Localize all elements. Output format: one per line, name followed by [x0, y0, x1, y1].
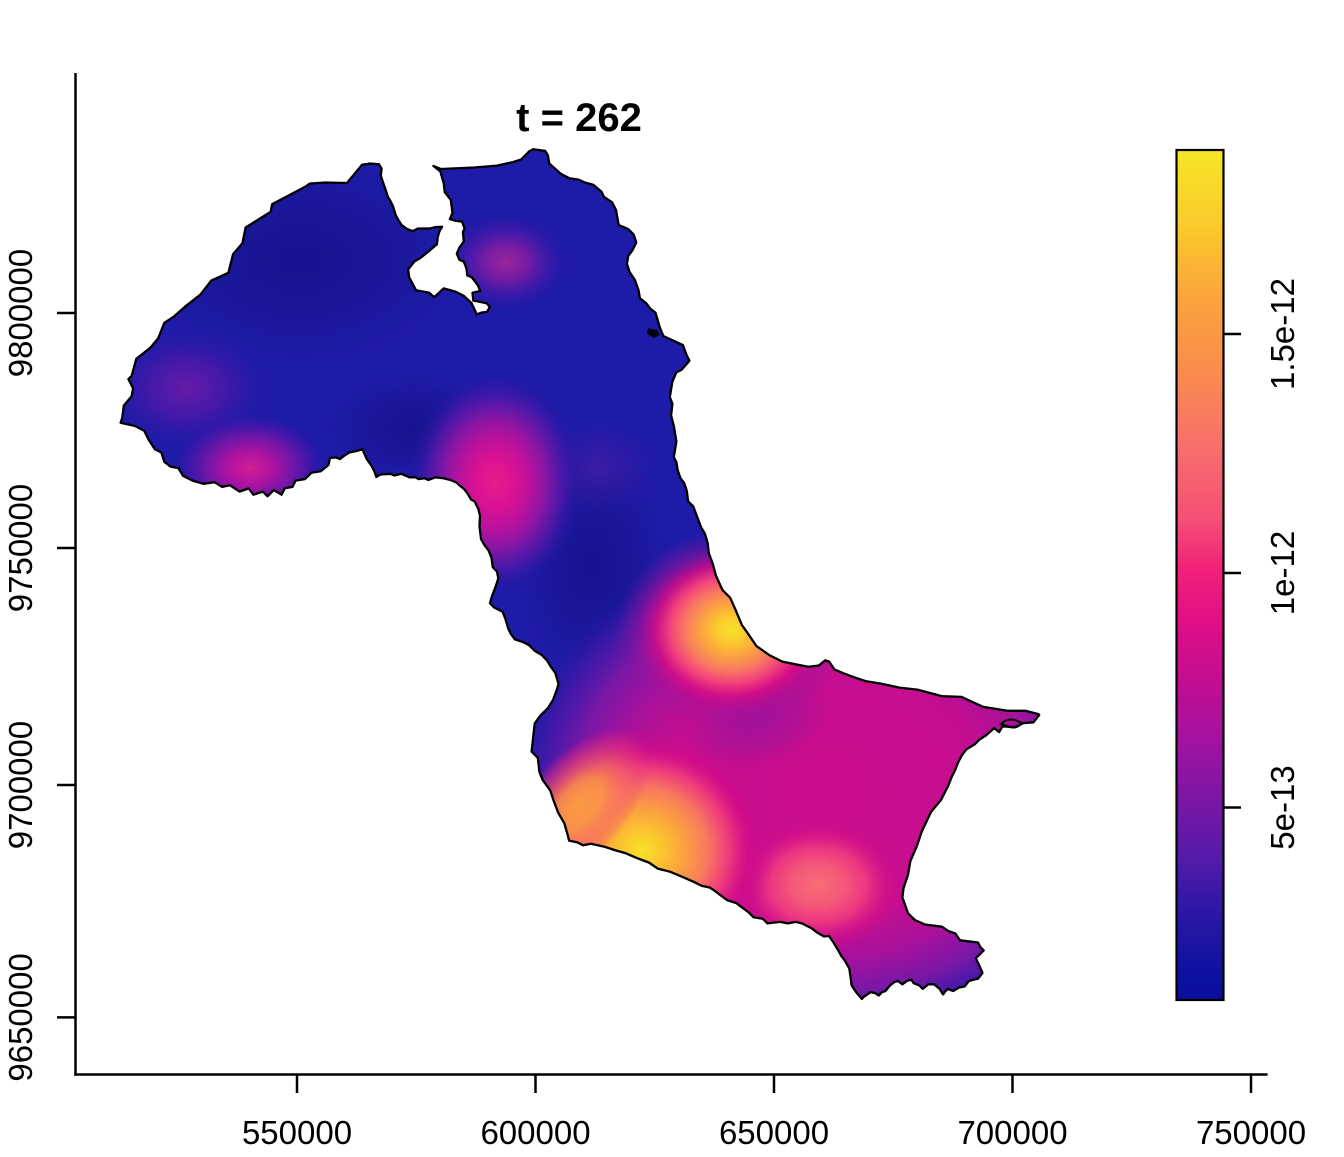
- svg-text:9700000: 9700000: [2, 721, 39, 849]
- svg-text:600000: 600000: [480, 1114, 590, 1151]
- svg-text:t = 262: t = 262: [516, 96, 642, 140]
- svg-text:9650000: 9650000: [2, 953, 39, 1081]
- svg-text:1.5e-12: 1.5e-12: [1264, 278, 1301, 390]
- svg-text:750000: 750000: [1196, 1114, 1306, 1151]
- svg-text:550000: 550000: [242, 1114, 352, 1151]
- svg-text:9750000: 9750000: [2, 484, 39, 612]
- svg-text:650000: 650000: [719, 1114, 829, 1151]
- svg-text:9800000: 9800000: [2, 249, 39, 377]
- svg-text:5e-13: 5e-13: [1264, 765, 1301, 849]
- svg-text:700000: 700000: [957, 1114, 1067, 1151]
- svg-text:1e-12: 1e-12: [1264, 531, 1301, 615]
